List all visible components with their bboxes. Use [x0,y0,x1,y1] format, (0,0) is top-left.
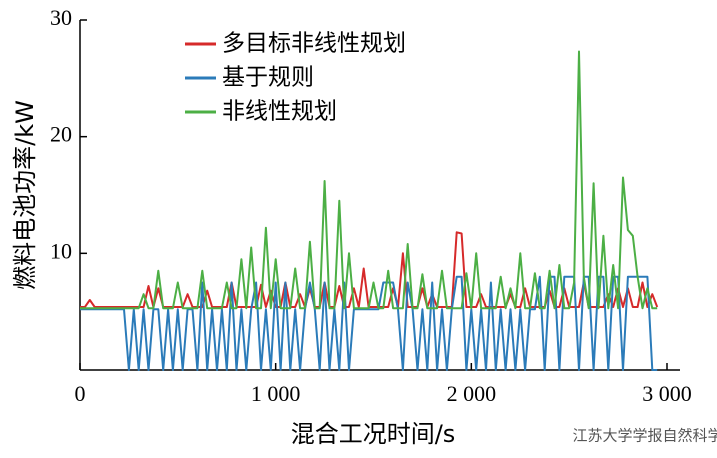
x-tick-label: 1 000 [251,381,301,406]
legend-label: 基于规则 [222,65,314,91]
y-tick-label: 30 [50,5,72,30]
x-tick-label: 2 000 [447,381,497,406]
y-tick-label: 20 [50,122,72,147]
x-tick-label: 3 000 [642,381,692,406]
legend-label: 多目标非线性规划 [222,31,406,57]
x-axis-label: 混合工况时间/s [291,420,456,448]
legend-label: 非线性规划 [222,99,337,125]
x-tick-label: 0 [75,381,86,406]
watermark: 江苏大学学报自然科学版 [572,427,717,445]
y-tick-label: 10 [50,238,72,263]
y-axis-label: 燃料电池功率/kW [11,100,39,290]
series-line [80,275,658,371]
series-line [80,50,658,310]
